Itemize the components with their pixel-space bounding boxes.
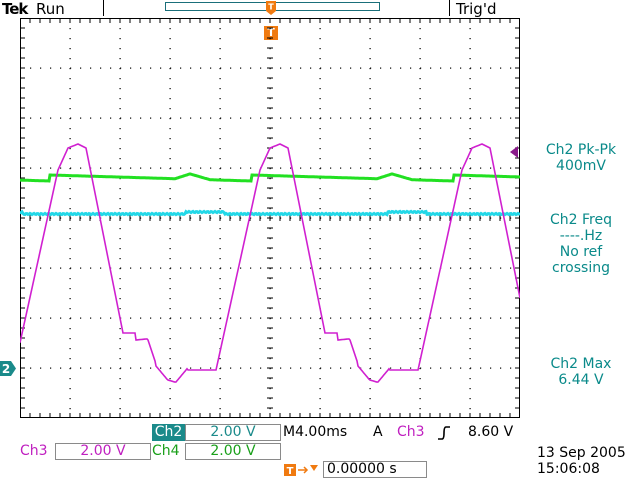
divider (103, 0, 104, 16)
measurement-ch2-freq[interactable]: Ch2 Freq ----.Hz No ref crossing (522, 212, 640, 276)
waveform-display (20, 18, 520, 418)
trigger-position-value[interactable]: 0.00000 s (323, 461, 427, 478)
trigger-level[interactable]: 8.60 V (468, 424, 514, 440)
rising-edge-icon (438, 426, 450, 440)
measurement-name: Ch2 Freq (550, 212, 612, 228)
ch2-label[interactable]: Ch2 (152, 424, 185, 441)
scope-display (20, 18, 520, 418)
measurement-value: ----.Hz (559, 228, 603, 244)
measurement-note: crossing (552, 260, 610, 276)
trigger-position-arrow-icon: T (284, 464, 318, 477)
ch4-trace (20, 172, 520, 183)
trigger-mode: A (373, 424, 383, 440)
cyan-trace (20, 209, 520, 217)
measurement-ch2-max[interactable]: Ch2 Max 6.44 V (522, 356, 640, 388)
ch4-scale[interactable]: 2.00 V (185, 443, 281, 460)
measurement-note: No ref (559, 244, 603, 260)
measurement-name: Ch2 Pk-Pk (545, 142, 617, 158)
ch2-level-arrow-icon (510, 146, 518, 158)
top-status-bar: Tek Run T Trig'd (0, 0, 640, 18)
divider (449, 0, 450, 16)
ch4-label[interactable]: Ch4 (152, 443, 180, 459)
ch2-marker-label: 2 (2, 362, 10, 376)
trigger-source[interactable]: Ch3 (397, 424, 425, 440)
ch3-label[interactable]: Ch3 (20, 443, 48, 459)
date-display: 13 Sep 2005 (537, 445, 626, 461)
brand-logo: Tek (2, 0, 28, 18)
measurement-value: 6.44 V (558, 372, 604, 388)
ch3-scale[interactable]: 2.00 V (55, 443, 151, 460)
trigger-time-marker[interactable]: T (264, 26, 278, 40)
ch2-scale[interactable]: 2.00 V (185, 424, 281, 441)
measurement-ch2-pkpk[interactable]: Ch2 Pk-Pk 400mV (522, 142, 640, 174)
svg-text:T: T (287, 466, 294, 477)
ch3-trace (20, 143, 520, 383)
svg-text:T: T (268, 3, 274, 12)
trigger-state: Trig'd (456, 0, 497, 18)
trigger-position-icon: T (266, 1, 276, 15)
measurement-name: Ch2 Max (550, 356, 612, 372)
time-display: 15:06:08 (537, 461, 600, 477)
acquisition-state: Run (36, 0, 65, 18)
measurement-value: 400mV (556, 158, 606, 174)
ch2-ground-marker[interactable]: 2 (0, 361, 16, 376)
graticule (20, 18, 520, 418)
timebase[interactable]: M4.00ms (283, 424, 348, 440)
